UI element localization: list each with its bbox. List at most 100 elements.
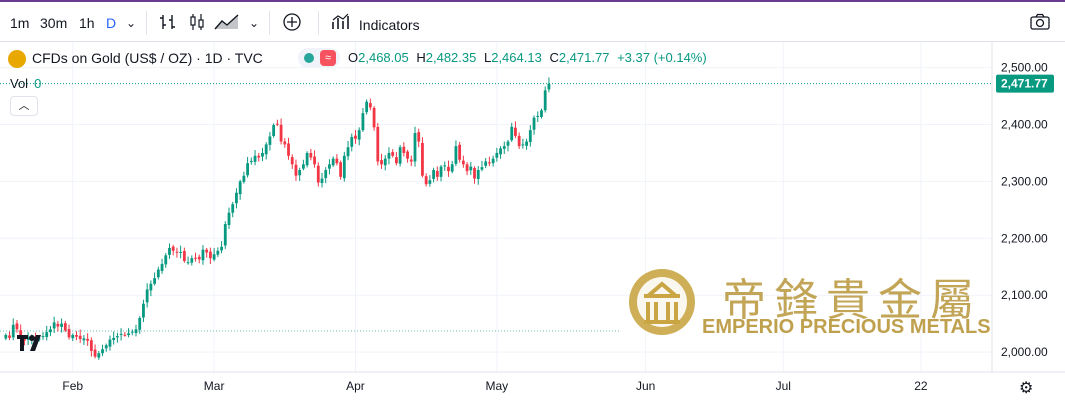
add-circle-icon[interactable] — [282, 12, 302, 34]
candle-body — [45, 332, 49, 338]
time-tick-label: Feb — [62, 379, 83, 393]
candle-body — [298, 170, 302, 176]
time-tick-label: Mar — [204, 379, 225, 393]
candle-body — [342, 155, 346, 179]
candle-body — [287, 143, 290, 156]
candle-body — [528, 130, 532, 143]
candle-body — [354, 135, 357, 139]
candle-body — [395, 157, 398, 164]
candle-body — [201, 249, 205, 261]
candle-body — [398, 147, 402, 164]
time-axis: Feb Mar Apr May Jun Jul 22 — [62, 379, 927, 393]
tradingview-logo[interactable] — [16, 334, 46, 354]
candle-body — [465, 164, 469, 172]
area-chart-icon[interactable] — [214, 12, 240, 34]
candle-body — [179, 251, 183, 253]
interval-1h[interactable]: 1h — [79, 15, 95, 31]
interval-chevron-down-icon[interactable]: ⌄ — [126, 16, 137, 30]
time-tick-label: 22 — [914, 379, 928, 393]
candle-body — [186, 262, 190, 264]
candle-body — [313, 156, 316, 165]
candle-body — [279, 124, 283, 142]
interval-30m[interactable]: 30m — [40, 15, 68, 31]
candle-body — [294, 164, 298, 176]
candle-body — [104, 345, 108, 349]
candle-body — [145, 289, 149, 303]
time-tick-label: Apr — [346, 379, 365, 393]
candle-body — [11, 324, 15, 338]
last-price-label: 2,471.77 — [1001, 77, 1048, 91]
candle-body — [350, 137, 354, 147]
candle-body — [335, 158, 339, 164]
candle-body — [23, 337, 26, 341]
market-status-pill[interactable]: ≈ — [298, 48, 340, 68]
candle-body — [365, 101, 369, 113]
candle-body — [112, 337, 116, 341]
candle-body — [123, 334, 127, 336]
candle-body — [536, 115, 540, 117]
candle-body — [525, 141, 528, 146]
candle-body — [473, 167, 476, 179]
price-tick-label: 2,300.00 — [1001, 174, 1048, 188]
candle-body — [19, 330, 23, 338]
low-label: L — [483, 50, 492, 65]
candle-body — [417, 132, 421, 142]
candle-body — [26, 337, 30, 340]
candle-body — [406, 151, 409, 159]
candle-body — [171, 246, 175, 251]
candle-body — [149, 283, 153, 291]
candle-body — [428, 180, 432, 184]
high-label: H — [416, 50, 426, 65]
candle-body — [488, 162, 491, 164]
chart-type-chevron-down-icon[interactable]: ⌄ — [249, 16, 260, 30]
candle-body — [458, 144, 462, 160]
candle-body — [447, 166, 450, 172]
symbol-title[interactable]: CFDs on Gold (US$ / OZ) · 1D · TVC — [32, 50, 263, 66]
candle-body — [305, 152, 309, 166]
candlestick-series — [4, 77, 551, 360]
collapse-legend-button[interactable]: ︿ — [10, 96, 38, 116]
low-value: 2,464.13 — [491, 50, 542, 65]
interval-d[interactable]: D — [106, 15, 117, 31]
bar-chart-icon[interactable] — [158, 12, 178, 34]
chart-toolbar: 1m 30m 1h D ⌄ ⌄ Indicators — [0, 0, 1065, 42]
candle-body — [383, 158, 387, 166]
indicators-icon — [331, 12, 351, 38]
candle-body — [134, 329, 138, 333]
candle-body — [8, 335, 11, 338]
candle-body — [127, 333, 130, 336]
settings-gear-icon[interactable]: ⚙ — [1019, 380, 1034, 397]
candle-body — [461, 160, 465, 165]
candle-body — [506, 141, 510, 146]
candle-body — [450, 164, 454, 172]
candle-body — [339, 162, 342, 177]
candle-body — [272, 125, 276, 136]
candle-body — [424, 176, 428, 185]
ohlc-values: O2,468.05 H2,482.35 L2,464.13 C2,471.77 … — [348, 50, 711, 65]
indicators-button[interactable]: Indicators — [331, 12, 420, 34]
candle-body — [413, 133, 417, 162]
candle-body — [41, 336, 45, 338]
chevron-up-icon: ︿ — [18, 100, 30, 112]
candle-body — [93, 349, 97, 357]
price-tick-label: 2,100.00 — [1001, 288, 1048, 302]
candle-body — [67, 329, 71, 338]
candle-body — [97, 353, 101, 358]
candle-body — [153, 278, 156, 284]
candle-body — [63, 323, 67, 331]
candle-body — [324, 170, 328, 179]
candle-body — [484, 161, 488, 166]
watermark-chinese-text: 帝鋒貴金屬 — [722, 275, 982, 326]
candle-body — [439, 166, 443, 177]
candle-body — [443, 165, 447, 167]
interval-1m[interactable]: 1m — [10, 15, 30, 31]
candle-body — [320, 178, 324, 183]
chart-grid — [0, 42, 1065, 373]
candles-icon[interactable] — [187, 12, 207, 34]
candle-body — [142, 303, 145, 318]
camera-icon[interactable] — [1029, 12, 1051, 34]
candle-body — [495, 152, 499, 158]
candle-body — [246, 163, 249, 176]
change-value: +3.37 (+0.14%) — [617, 50, 707, 65]
